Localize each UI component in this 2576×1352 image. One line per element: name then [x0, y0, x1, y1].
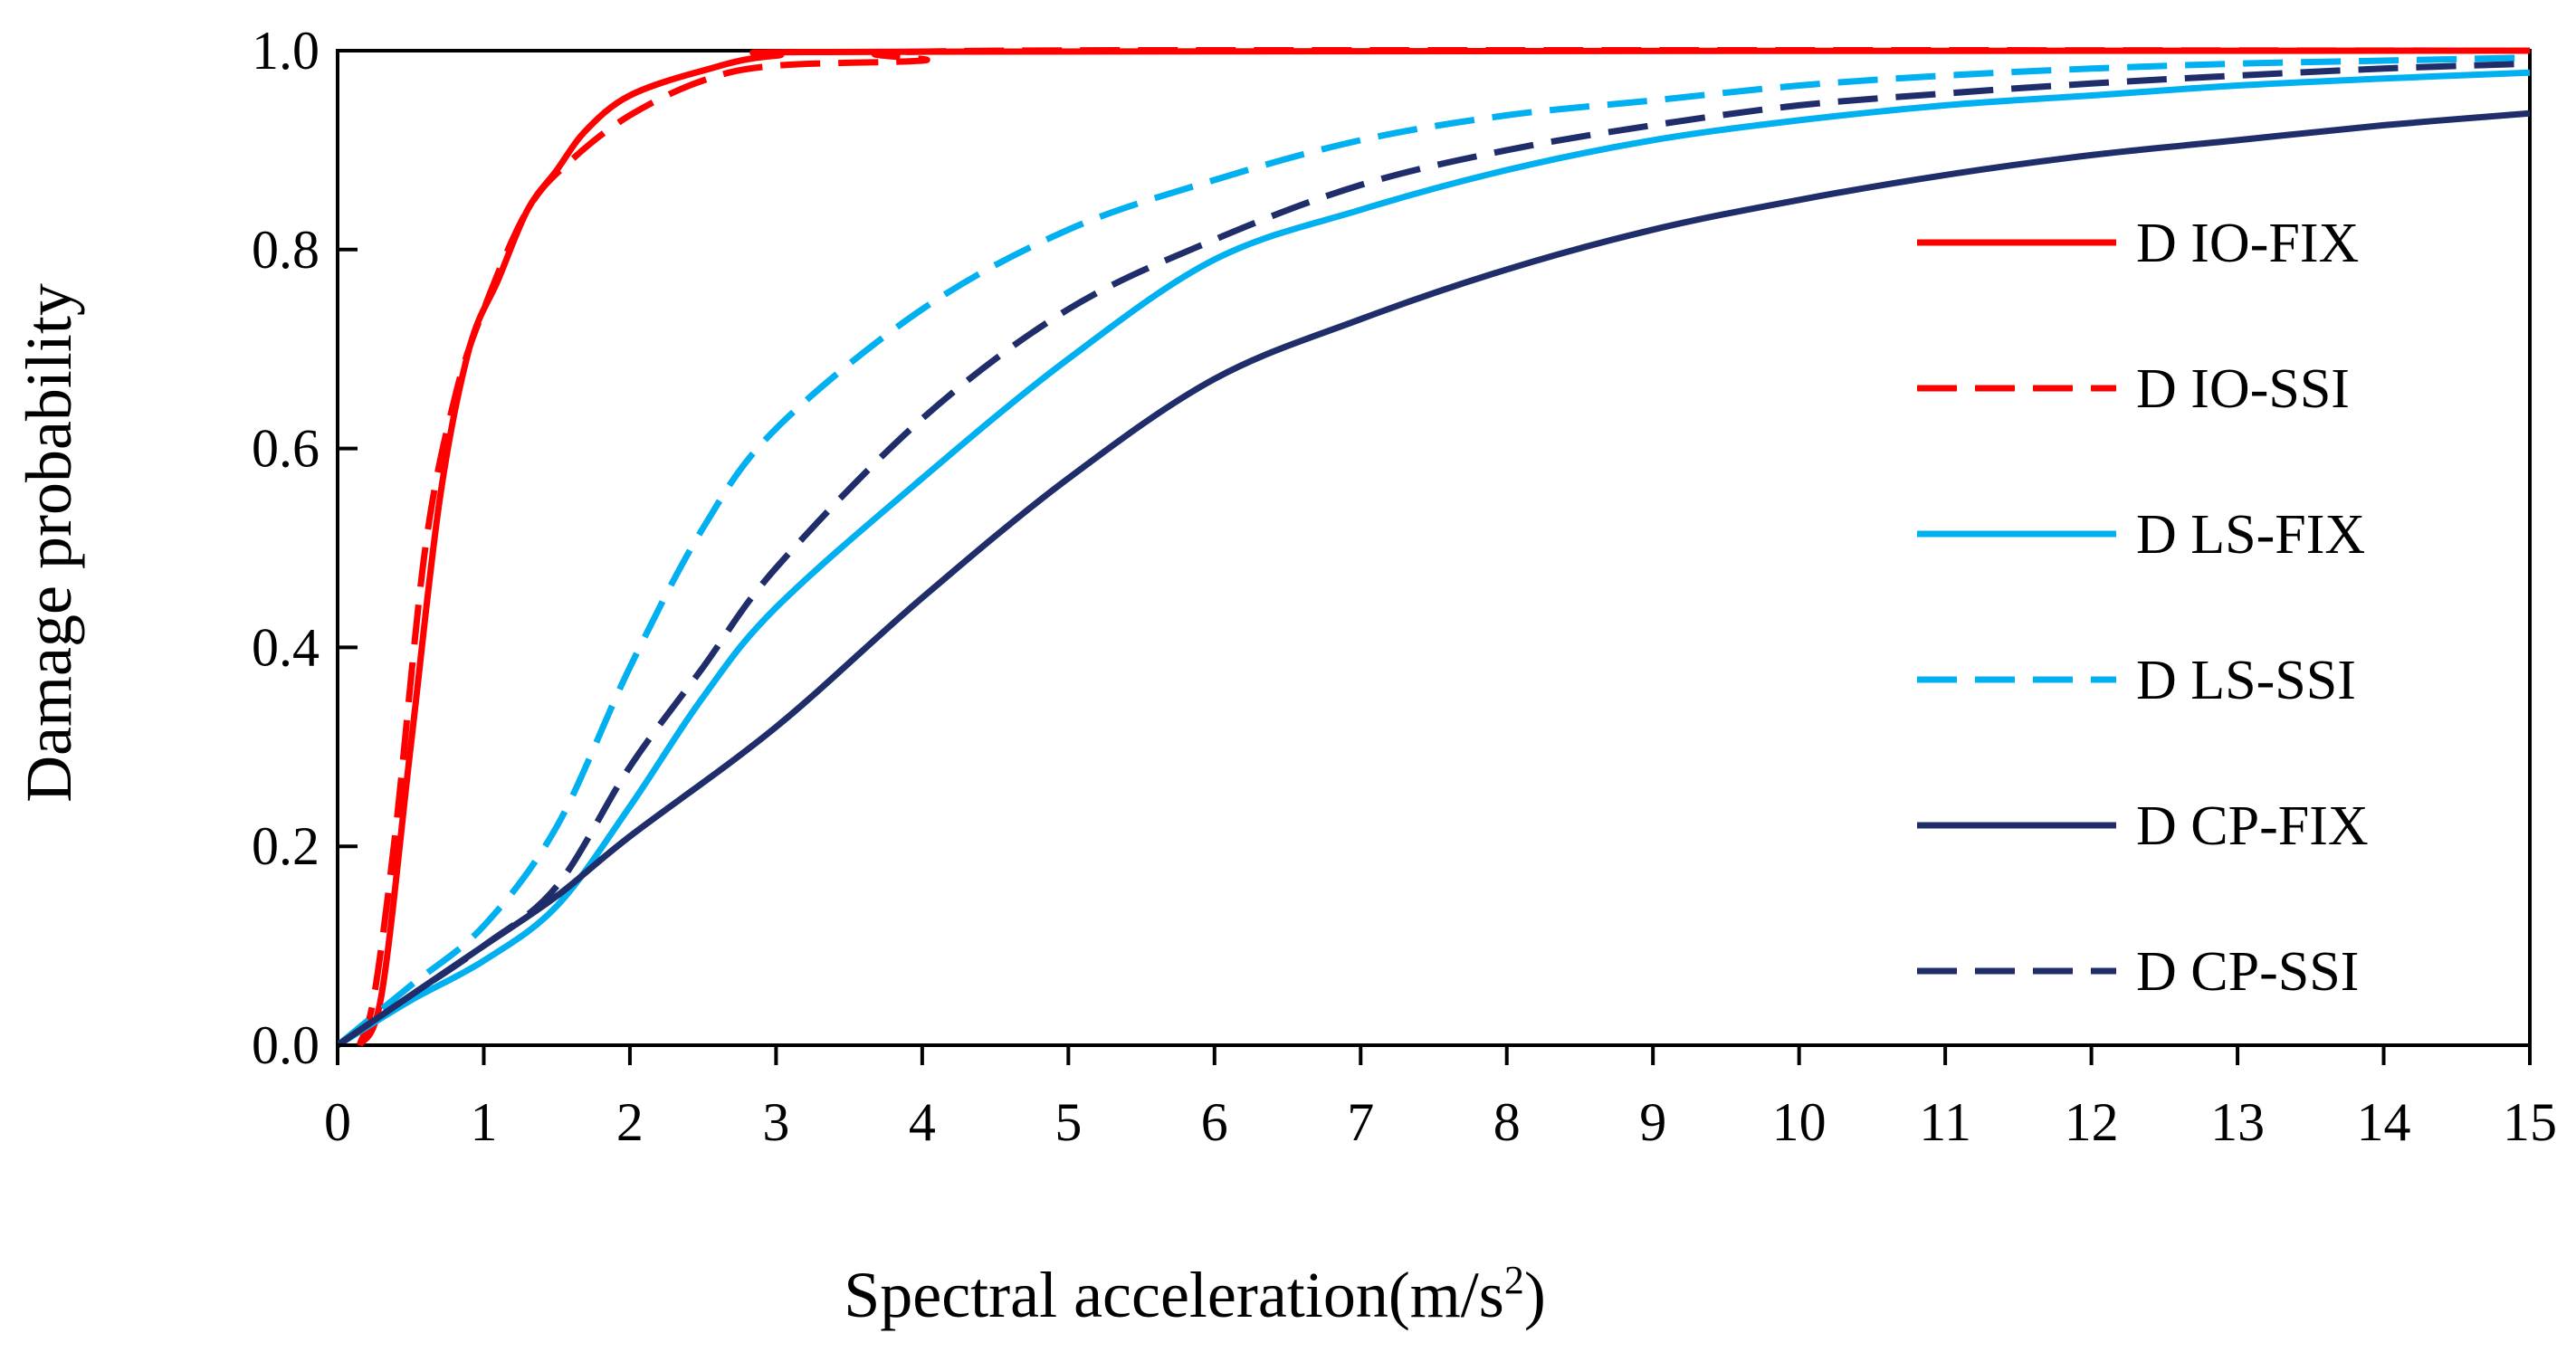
x-tick-label: 8 [1493, 1092, 1521, 1152]
x-tick-label: 12 [2065, 1092, 2119, 1152]
x-tick-label: 6 [1201, 1092, 1228, 1152]
x-tick-label: 2 [616, 1092, 644, 1152]
x-tick-label: 7 [1347, 1092, 1374, 1152]
series-line-d-io-ssi [356, 47, 2530, 1047]
legend-label-d-io-ssi: D IO-SSI [2136, 358, 2350, 420]
x-tick-label: 5 [1054, 1092, 1082, 1152]
x-axis-title-main: Spectral acceleration(m/s [844, 1259, 1504, 1331]
series-line-d-ls-ssi [338, 54, 2530, 1048]
y-axis-title: Damage probability [13, 283, 85, 803]
x-tick-label: 9 [1639, 1092, 1666, 1152]
series-line-d-ls-fix [338, 69, 2530, 1048]
legend-label-d-cp-ssi: D CP-SSI [2136, 941, 2359, 1003]
series-line-d-cp-fix [338, 109, 2530, 1048]
legend-label-d-ls-ssi: D LS-SSI [2136, 650, 2356, 711]
legend-label-d-ls-fix: D LS-FIX [2136, 504, 2365, 566]
x-tick-label: 13 [2210, 1092, 2265, 1152]
x-tick-label: 14 [2357, 1092, 2411, 1152]
y-tick-label: 0.4 [252, 617, 320, 677]
legend-label-d-cp-fix: D CP-FIX [2136, 795, 2369, 857]
x-tick-label: 4 [909, 1092, 936, 1152]
series-line-d-cp-ssi [338, 60, 2530, 1048]
x-tick-label: 10 [1772, 1092, 1827, 1152]
x-axis-title-superscript: 2 [1504, 1258, 1524, 1302]
x-tick-label: 0 [324, 1092, 351, 1152]
x-tick-label: 3 [762, 1092, 789, 1152]
x-axis-title: Spectral acceleration(m/s2) [844, 1258, 1546, 1331]
legend: D IO-FIX D IO-SSI D LS-FIX D LS-SSI D CP-FIX… [1917, 213, 2369, 1003]
x-tick-label: 1 [470, 1092, 497, 1152]
x-tick-label: 11 [1919, 1092, 1971, 1152]
series-layer [338, 47, 2530, 1048]
y-axis-ticks: 0.0 0.2 0.4 0.6 0.8 1.0 [252, 21, 358, 1075]
y-tick-label: 0.8 [252, 220, 320, 280]
legend-label-d-io-fix: D IO-FIX [2136, 213, 2359, 274]
y-tick-label: 0.0 [252, 1015, 320, 1075]
y-tick-label: 1.0 [252, 21, 320, 81]
y-tick-label: 0.6 [252, 419, 320, 479]
x-axis-ticks: 0 1 2 3 4 5 6 7 8 9 10 11 12 13 14 15 [324, 1045, 2557, 1152]
x-tick-label: 15 [2503, 1092, 2557, 1152]
y-tick-label: 0.2 [252, 816, 320, 876]
x-axis-title-close: ) [1524, 1259, 1546, 1331]
